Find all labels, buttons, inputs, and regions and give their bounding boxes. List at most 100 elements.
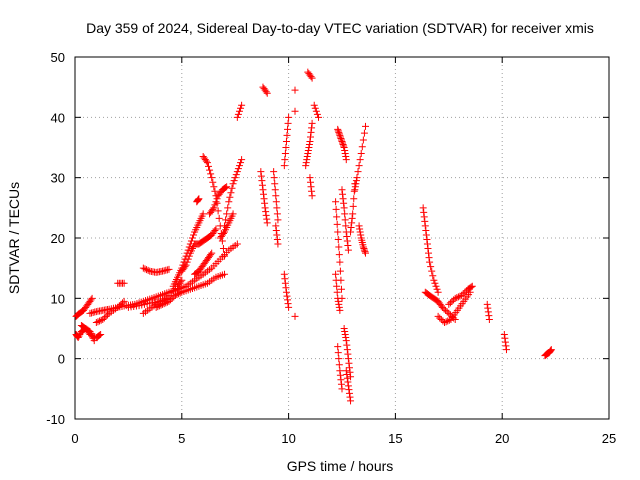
data-point-marker bbox=[427, 263, 435, 271]
data-point-marker bbox=[291, 86, 299, 94]
data-point-marker bbox=[546, 347, 554, 355]
data-point-marker bbox=[213, 195, 221, 203]
data-point-marker bbox=[422, 226, 430, 234]
data-point-marker bbox=[459, 290, 467, 298]
data-point-marker bbox=[229, 210, 237, 218]
data-point-marker bbox=[311, 104, 319, 112]
data-point-marker bbox=[222, 183, 230, 191]
data-point-marker bbox=[446, 299, 454, 307]
data-point-marker bbox=[228, 184, 236, 192]
data-point-marker bbox=[421, 222, 429, 230]
data-point-marker bbox=[237, 104, 245, 112]
data-point-marker bbox=[448, 297, 456, 305]
data-point-marker bbox=[334, 228, 342, 236]
data-point-marker bbox=[345, 389, 353, 397]
data-point-marker bbox=[221, 222, 229, 230]
data-point-marker bbox=[547, 346, 555, 354]
data-point-marker bbox=[349, 210, 357, 218]
data-point-marker bbox=[443, 308, 451, 316]
series-arc-48 bbox=[500, 331, 510, 354]
data-point-marker bbox=[348, 214, 356, 222]
data-point-marker bbox=[338, 137, 346, 145]
data-point-marker bbox=[168, 294, 176, 302]
data-point-marker bbox=[345, 359, 353, 367]
data-point-marker bbox=[341, 150, 349, 158]
data-point-marker bbox=[222, 216, 230, 224]
data-point-marker bbox=[274, 240, 282, 248]
data-point-marker bbox=[467, 283, 475, 291]
y-tick-label: 0 bbox=[58, 352, 65, 367]
data-point-marker bbox=[341, 147, 349, 155]
series-arc-19 bbox=[233, 101, 246, 121]
data-point-marker bbox=[283, 131, 291, 139]
data-point-marker bbox=[338, 186, 346, 194]
data-point-marker bbox=[345, 364, 353, 372]
data-point-marker bbox=[284, 125, 292, 133]
data-point-marker bbox=[272, 226, 280, 234]
data-point-marker bbox=[344, 242, 352, 250]
data-point-marker bbox=[333, 213, 341, 221]
data-point-marker bbox=[190, 231, 198, 239]
series-arc-47 bbox=[483, 300, 493, 323]
data-point-marker bbox=[343, 371, 351, 379]
data-point-marker bbox=[283, 292, 291, 300]
series-arc-17 bbox=[216, 210, 237, 242]
data-point-marker bbox=[360, 246, 368, 254]
data-point-marker bbox=[157, 301, 165, 309]
data-point-marker bbox=[356, 228, 364, 236]
data-point-marker bbox=[117, 300, 125, 308]
data-point-marker bbox=[337, 380, 345, 388]
data-point-marker bbox=[285, 113, 293, 121]
data-point-marker bbox=[234, 110, 242, 118]
data-point-marker bbox=[206, 166, 214, 174]
data-point-marker bbox=[104, 311, 112, 319]
data-point-marker bbox=[357, 231, 365, 239]
data-point-marker bbox=[195, 195, 203, 203]
data-point-marker bbox=[303, 153, 311, 161]
series-arc-24 bbox=[280, 113, 293, 170]
x-tick-label: 20 bbox=[495, 431, 509, 446]
data-point-marker bbox=[233, 113, 241, 121]
data-point-marker bbox=[337, 134, 345, 142]
data-point-marker bbox=[433, 285, 441, 293]
series-arc-20 bbox=[259, 83, 271, 97]
data-point-marker bbox=[308, 187, 316, 195]
series-arc-21 bbox=[257, 168, 271, 227]
data-point-marker bbox=[271, 180, 279, 188]
data-point-marker bbox=[282, 137, 290, 145]
data-point-marker bbox=[334, 294, 342, 302]
data-point-marker bbox=[209, 205, 217, 213]
data-point-marker bbox=[185, 252, 193, 260]
data-point-marker bbox=[139, 264, 147, 272]
data-point-marker bbox=[303, 156, 311, 164]
data-point-marker bbox=[421, 217, 429, 225]
data-point-marker bbox=[420, 208, 428, 216]
data-point-marker bbox=[342, 222, 350, 230]
data-point-marker bbox=[341, 331, 349, 339]
data-point-marker bbox=[340, 325, 348, 332]
series-arc-29 bbox=[304, 68, 316, 82]
data-point-marker bbox=[87, 296, 95, 304]
data-point-marker bbox=[224, 204, 232, 212]
data-point-marker bbox=[350, 187, 358, 195]
data-point-marker bbox=[306, 178, 314, 186]
data-point-marker bbox=[315, 113, 323, 121]
data-point-marker bbox=[237, 159, 245, 167]
series-arc-3 bbox=[77, 321, 98, 345]
series-arc-38 bbox=[334, 343, 346, 393]
data-point-marker bbox=[444, 317, 452, 325]
data-point-marker bbox=[234, 165, 242, 173]
data-point-marker bbox=[332, 270, 340, 278]
series-arc-2 bbox=[72, 325, 105, 342]
data-point-marker bbox=[361, 122, 369, 130]
data-point-marker bbox=[347, 228, 355, 236]
data-point-marker bbox=[238, 101, 246, 109]
data-point-marker bbox=[188, 234, 196, 242]
data-point-marker bbox=[175, 290, 183, 298]
data-point-marker bbox=[332, 276, 340, 284]
data-point-marker bbox=[340, 144, 348, 151]
data-point-marker bbox=[333, 220, 341, 228]
data-point-marker bbox=[262, 208, 270, 216]
data-point-marker bbox=[75, 332, 83, 340]
data-point-marker bbox=[230, 177, 238, 185]
